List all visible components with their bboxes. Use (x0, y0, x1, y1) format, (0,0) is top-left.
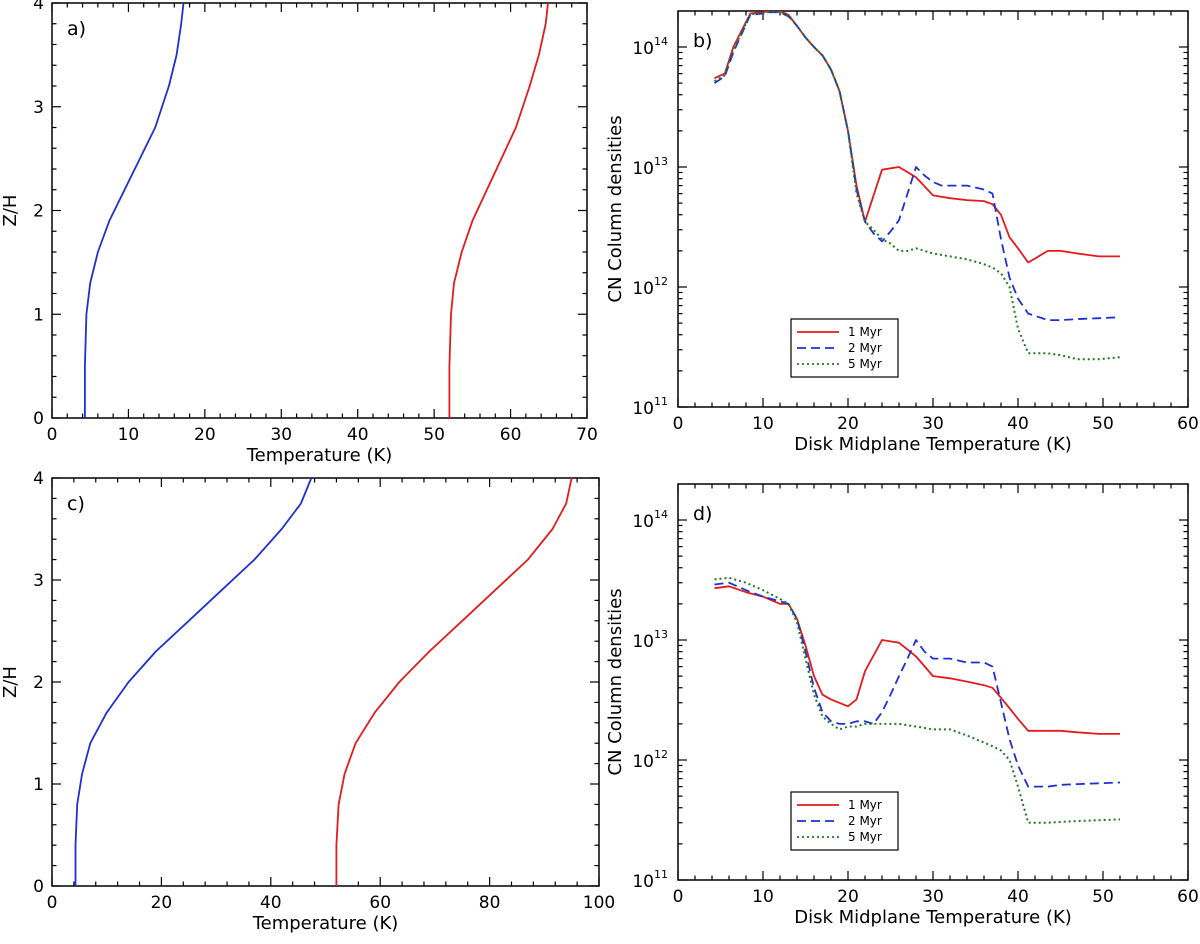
x-tick-label: 0 (673, 887, 684, 907)
legend-label: 2 Myr (848, 814, 882, 828)
x-axis-title: Temperature (K) (252, 913, 399, 934)
legend-label: 5 Myr (848, 830, 882, 844)
series-group (74, 478, 573, 886)
x-tick-label: 20 (837, 887, 859, 907)
y-tick-label: 3 (33, 571, 44, 591)
y-tick-label: 1013 (632, 155, 668, 179)
panel-c: 0 20 40 60 80 100 0 1 2 3 4 Temperature (K) Z/H c) (0, 469, 615, 934)
y-axis-title: Z/H (0, 666, 21, 698)
panel-a: 0 10 20 30 40 50 60 70 0 1 2 3 4 Temperature (K) Z/H a) (0, 0, 598, 466)
x-tick-label: 0 (673, 414, 684, 434)
series-line-red (335, 478, 573, 886)
y-tick-label: 1014 (632, 35, 668, 59)
panel-d: 0 10 20 30 40 50 60 1011 1012 1013 1014 Disk Midpla… (605, 483, 1199, 928)
x-tick-label: 30 (270, 425, 292, 445)
y-tick-label: 4 (33, 469, 44, 489)
plot-frame (677, 10, 1189, 408)
x-tick-label: 50 (423, 425, 445, 445)
y-tick-label: 1013 (632, 628, 668, 652)
x-tick-label: 10 (752, 887, 774, 907)
series-line-red (714, 585, 1120, 735)
panel-label: b) (693, 30, 712, 52)
panel-b: 0 10 20 30 40 50 60 1011 1012 1013 1014 Disk Midpla… (605, 10, 1199, 455)
y-tick-label: 1014 (632, 508, 668, 532)
y-tick-label: 3 (33, 98, 44, 118)
x-tick-label: 20 (151, 893, 173, 913)
x-tick-label: 60 (1177, 414, 1199, 434)
x-tick-label: 20 (837, 414, 859, 434)
x-tick-label: 10 (118, 425, 140, 445)
y-tick-label: 1 (33, 305, 44, 325)
plot-frame (677, 483, 1189, 881)
panel-label: c) (67, 493, 85, 515)
x-tick-label: 30 (922, 414, 944, 434)
y-axis-title: Z/H (0, 195, 21, 227)
x-tick-label: 60 (369, 893, 391, 913)
y-axis-title: CN Column densities (605, 115, 626, 302)
y-tick-label: 1012 (632, 275, 668, 299)
x-tick-label: 0 (47, 893, 58, 913)
x-tick-label: 70 (576, 425, 598, 445)
x-tick-label: 30 (922, 887, 944, 907)
x-tick-label: 0 (47, 425, 58, 445)
legend: 1 Myr 2 Myr 5 Myr (790, 791, 899, 851)
legend-label: 5 Myr (848, 357, 882, 371)
legend-label: 2 Myr (848, 341, 882, 355)
panel-label: a) (67, 18, 86, 40)
y-tick-label: 4 (33, 0, 44, 14)
y-tick-label: 1011 (632, 868, 668, 892)
legend-box (790, 318, 899, 378)
legend-box (790, 791, 899, 851)
series-group (84, 3, 549, 418)
y-axis-title: CN Column densities (605, 588, 626, 775)
x-tick-label: 60 (1177, 887, 1199, 907)
series-line-blue (714, 581, 1121, 788)
y-tick-label: 0 (33, 877, 44, 897)
series-line-red (714, 11, 1120, 264)
panel-label: d) (693, 503, 712, 525)
x-tick-label: 40 (1007, 414, 1029, 434)
x-tick-label: 40 (1007, 887, 1029, 907)
plot-frame (51, 2, 588, 419)
x-tick-label: 10 (752, 414, 774, 434)
x-tick-label: 60 (500, 425, 522, 445)
series-line-green (714, 11, 1121, 361)
y-tick-label: 1012 (632, 748, 668, 772)
series-line-blue (74, 478, 313, 886)
x-tick-label: 80 (479, 893, 501, 913)
y-tick-label: 2 (33, 202, 44, 222)
legend-label: 1 Myr (848, 325, 882, 339)
legend-label: 1 Myr (848, 798, 882, 812)
series-line-green (714, 576, 1121, 824)
series-line-blue (714, 11, 1121, 321)
x-tick-label: 50 (1092, 414, 1114, 434)
y-tick-label: 0 (33, 409, 44, 429)
x-tick-label: 100 (583, 893, 615, 913)
y-tick-label: 1 (33, 775, 44, 795)
x-tick-label: 40 (347, 425, 369, 445)
y-tick-label: 2 (33, 673, 44, 693)
plot-frame (51, 477, 600, 887)
legend: 1 Myr 2 Myr 5 Myr (790, 318, 899, 378)
y-tick-label: 1011 (632, 395, 668, 419)
x-tick-label: 40 (260, 893, 282, 913)
x-tick-label: 20 (194, 425, 216, 445)
x-tick-label: 50 (1092, 887, 1114, 907)
x-axis-title: Disk Midplane Temperature (K) (794, 434, 1072, 455)
series-group (714, 576, 1121, 824)
x-axis-title: Temperature (K) (246, 445, 393, 466)
series-line-red (448, 3, 549, 418)
x-axis-title: Disk Midplane Temperature (K) (794, 907, 1072, 928)
series-line-blue (84, 3, 185, 418)
series-group (714, 11, 1121, 361)
